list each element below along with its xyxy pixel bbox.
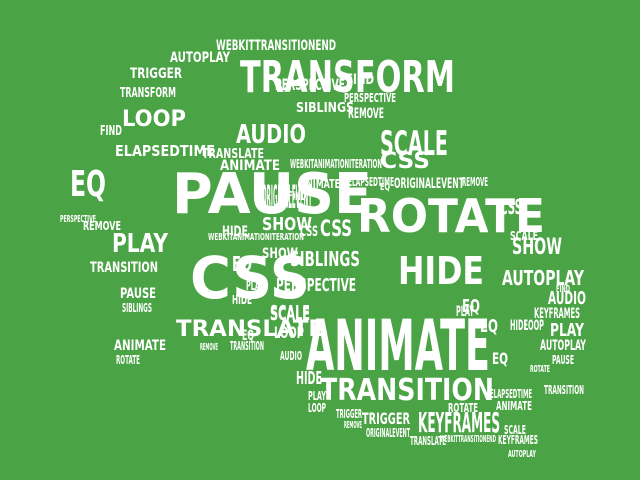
cloud-word: REMOVE — [83, 219, 121, 233]
cloud-word: SCALE — [504, 423, 526, 437]
cloud-word: LOOP — [122, 107, 186, 132]
cloud-word: KEYFRAMES — [418, 406, 500, 439]
cloud-word: SIBLINGS — [122, 301, 152, 315]
cloud-word: PERSPECTIVE — [60, 214, 96, 225]
cloud-word: TRIGGER — [362, 409, 410, 428]
cloud-word: HIDE — [510, 318, 528, 334]
cloud-word: EQ — [70, 164, 106, 205]
cloud-word: TRANSLATE — [176, 317, 324, 342]
cloud-word: WEBKITTRANSITIONEND — [440, 434, 496, 445]
cloud-word: EQ — [462, 296, 480, 317]
cloud-word: ORIGINALEVENT — [366, 426, 410, 440]
cloud-word: ROTATE — [448, 401, 478, 415]
cloud-word: REMOVE — [462, 175, 488, 189]
cloud-word: TRANSFORM — [240, 52, 455, 103]
cloud-word: LOOP — [524, 318, 544, 334]
cloud-word: REMOVE — [348, 106, 384, 122]
cloud-word: SCALE — [270, 304, 310, 325]
cloud-word: TRIGGER — [336, 407, 362, 421]
cloud-word: CSS — [190, 244, 310, 312]
cloud-word: AUTOPLAY — [502, 266, 584, 290]
cloud-word: EQ — [380, 182, 390, 193]
cloud-word: CSS — [300, 224, 318, 240]
cloud-word: TRANSITION — [90, 260, 158, 276]
cloud-word: LOOP — [274, 323, 304, 342]
cloud-word: WEBKITANIMATIONITERATION — [208, 232, 304, 243]
cloud-word: PAUSE — [120, 286, 156, 302]
cloud-word: SIBLINGS — [290, 247, 360, 271]
cloud-word: SCALE — [510, 229, 538, 243]
cloud-word: ELAPSEDTIME — [490, 387, 532, 401]
cloud-word: KEYFRAMES — [534, 306, 580, 322]
cloud-word: EQ — [232, 252, 252, 276]
cloud-word: AUDIO — [280, 349, 302, 363]
cloud-word: EQ — [480, 316, 498, 337]
cloud-word: ANIMATE — [306, 305, 490, 387]
cloud-word: HIDE — [222, 224, 248, 240]
cloud-word: CSS — [500, 195, 522, 219]
cloud-word: FIND — [100, 124, 122, 139]
cloud-word: SIBLINGS — [296, 101, 354, 116]
cloud-word: TRANSLATE — [410, 434, 446, 448]
cloud-word: PAUSE — [552, 353, 574, 367]
cloud-word: TRIGGER — [130, 66, 182, 82]
cloud-word: ROTATE — [357, 189, 545, 243]
cloud-word: ELAPSEDTIME — [348, 175, 394, 189]
cloud-word: PLAY — [550, 320, 585, 341]
cloud-word: AUDIO — [236, 120, 306, 150]
cloud-word: PLAY — [308, 389, 326, 403]
cloud-word: EQ — [492, 349, 508, 368]
cloud-word: PERSPECTIVE — [276, 275, 356, 296]
cloud-word: SCALE — [270, 301, 310, 325]
cloud-word: AUTOPLAY — [540, 338, 586, 354]
cloud-word: ANIMATE — [220, 158, 280, 174]
cloud-word: HIDE — [296, 368, 322, 389]
cloud-word: SHOW — [262, 214, 312, 235]
cloud-word: ORIGINALEVENT — [262, 178, 312, 216]
cloud-word: PAUSE — [172, 162, 372, 227]
cloud-word: WEBKITTRANSITIONEND — [216, 38, 336, 54]
cloud-word: CSS — [320, 217, 352, 242]
cloud-word: FIND — [288, 189, 306, 203]
cloud-word: FIND — [346, 72, 374, 88]
cloud-word: ORIGINALEVENT — [394, 176, 464, 192]
cloud-word: TRANSITION — [230, 339, 264, 353]
cloud-word: CSS — [380, 149, 430, 174]
cloud-word: PLAY — [456, 304, 474, 320]
cloud-word: LOOP — [308, 401, 326, 415]
cloud-word: AUTOPLAY — [170, 50, 231, 66]
cloud-word: REMOVE — [200, 342, 218, 353]
cloud-word: FIND — [556, 284, 570, 295]
cloud-word: EQ — [242, 328, 254, 344]
cloud-word: SHOW — [512, 235, 562, 260]
cloud-word: PLAY — [246, 279, 264, 294]
cloud-word: TRANSLATE — [202, 147, 264, 162]
cloud-word: AUTOPLAY — [508, 449, 536, 460]
cloud-word: WEBKITANIMATIONITERATION — [290, 157, 382, 171]
cloud-word: TRANSFORM — [120, 86, 176, 101]
cloud-word: ELAPSEDTIME — [115, 142, 215, 160]
cloud-word: TRANSITION — [320, 373, 494, 408]
cloud-word: TRANSITION — [544, 383, 584, 397]
cloud-word: ROTATE — [530, 364, 550, 375]
cloud-word: ANIMATE — [300, 177, 340, 191]
cloud-word: ROTATE — [116, 353, 140, 367]
cloud-word: ANIMATE — [114, 338, 166, 354]
cloud-word: REMOVE — [344, 420, 362, 431]
cloud-word: KEYFRAMES — [498, 433, 538, 447]
cloud-word: HIDE — [232, 293, 252, 307]
cloud-word: HIDE — [398, 249, 484, 293]
cloud-word: AUDIO — [548, 288, 586, 309]
cloud-word: SCALE — [380, 124, 448, 164]
cloud-word: PERSPECTIVE — [344, 91, 396, 105]
cloud-word: PLAY — [112, 229, 169, 259]
cloud-word: PERSPECTIVE — [275, 75, 345, 94]
cloud-word: SHOW — [262, 246, 298, 262]
cloud-word: ANIMATE — [496, 399, 532, 413]
